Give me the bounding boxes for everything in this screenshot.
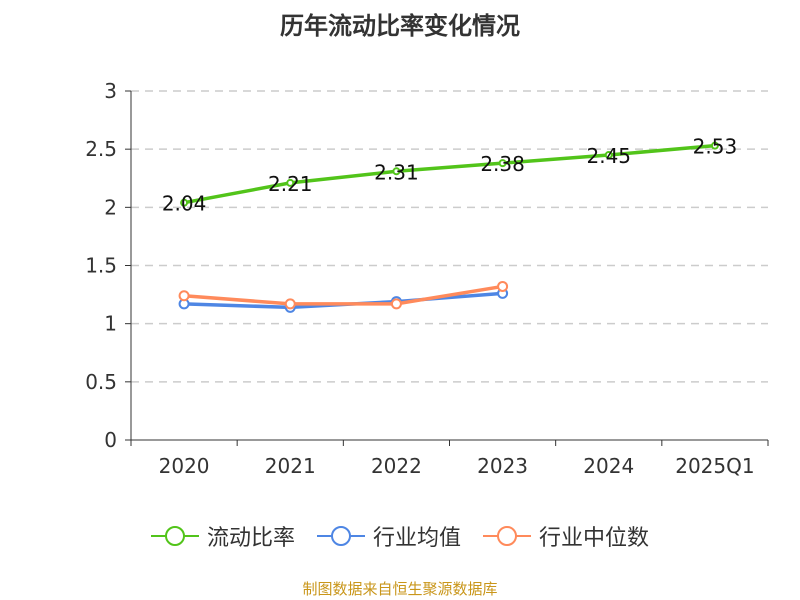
- data-point: [390, 298, 402, 310]
- data-label: 2.53: [693, 135, 738, 159]
- x-tick-label: 2021: [265, 454, 316, 478]
- legend-item-2[interactable]: 行业中位数: [483, 520, 649, 552]
- legend: 流动比率 行业均值 行业中位数: [0, 520, 800, 552]
- legend-label: 行业中位数: [539, 526, 650, 551]
- x-tick-label: 2023: [477, 454, 528, 478]
- legend-label: 流动比率: [206, 526, 295, 551]
- data-point: [180, 198, 189, 207]
- series-line-0: [183, 143, 716, 205]
- data-label: 2.21: [268, 172, 313, 196]
- y-tick-label: 3: [104, 79, 117, 103]
- data-point: [286, 178, 295, 187]
- y-tick-label: 2.5: [85, 137, 117, 161]
- y-tick-label: 2: [104, 195, 117, 219]
- data-point: [497, 280, 509, 292]
- y-tick-label: 0: [104, 428, 117, 452]
- data-point: [392, 167, 401, 176]
- data-label: 2.04: [162, 192, 207, 216]
- legend-label: 行业均值: [372, 526, 461, 551]
- y-tick-label: 0.5: [85, 370, 117, 394]
- x-tick-label: 2020: [159, 454, 210, 478]
- chart-title: 历年流动比率变化情况: [280, 12, 520, 40]
- series-line-2: [183, 284, 503, 306]
- data-point: [284, 298, 296, 310]
- legend-marker-icon: [316, 526, 365, 546]
- y-tick-label: 1.5: [85, 254, 117, 278]
- legend-item-0[interactable]: 流动比率: [150, 520, 295, 552]
- data-label: 2.31: [374, 160, 419, 184]
- x-tick-label: 2024: [583, 454, 634, 478]
- data-point: [710, 141, 719, 150]
- x-tick-label: 2025Q1: [675, 454, 754, 478]
- x-tick-label: 2022: [371, 454, 422, 478]
- source-note: 制图数据来自恒生聚源数据库: [302, 580, 498, 598]
- data-point: [604, 150, 613, 159]
- legend-marker-icon: [150, 526, 199, 546]
- legend-item-1[interactable]: 行业均值: [316, 520, 461, 552]
- data-point: [498, 159, 507, 168]
- legend-marker-icon: [483, 526, 531, 546]
- data-label: 2.45: [586, 144, 631, 168]
- data-label: 2.38: [480, 152, 525, 176]
- y-tick-label: 1: [104, 312, 117, 336]
- data-point: [178, 290, 190, 302]
